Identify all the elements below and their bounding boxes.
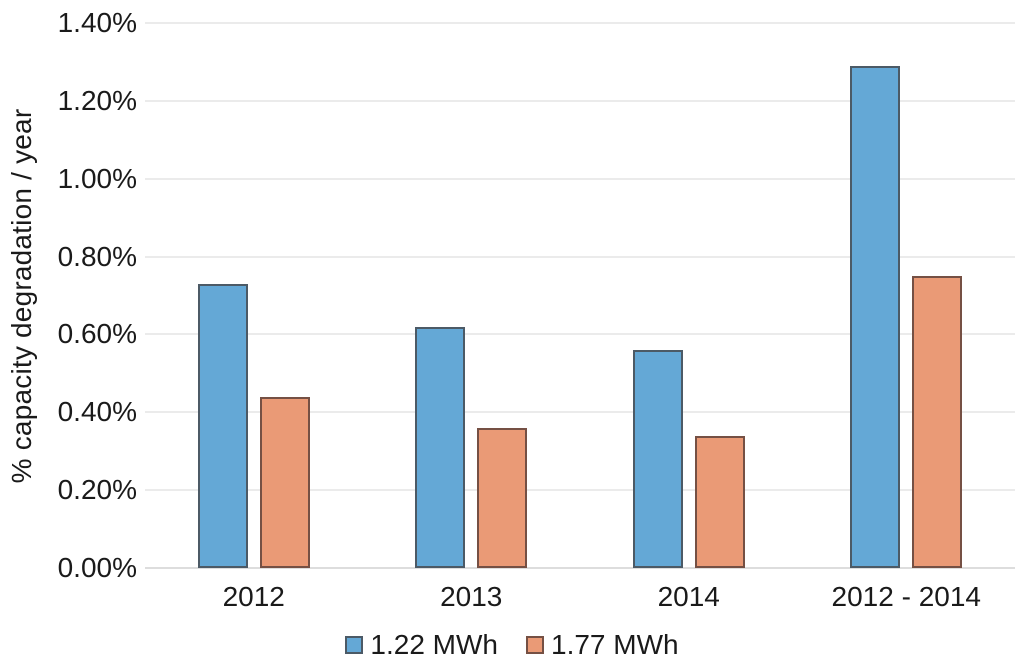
legend: 1.22 MWh 1.77 MWh xyxy=(0,631,1024,659)
legend-swatch-icon xyxy=(526,636,544,654)
gridline-0.20% xyxy=(145,489,1015,492)
y-tick-label: 0.80% xyxy=(57,240,137,272)
legend-item-1.22-MWh: 1.22 MWh xyxy=(345,631,498,659)
legend-label: 1.22 MWh xyxy=(370,629,498,660)
bar-1.22-MWh-2012-2014 xyxy=(850,65,901,568)
bar-1.77-MWh-2012-2014 xyxy=(912,276,963,568)
bar-1.77-MWh-2012 xyxy=(259,396,310,568)
legend-label: 1.77 MWh xyxy=(551,629,679,660)
gridline-1.20% xyxy=(145,99,1015,102)
x-tick-label-2012-2014: 2012 - 2014 xyxy=(831,581,981,612)
x-tick-label-2013: 2013 xyxy=(440,581,503,612)
gridline-0.60% xyxy=(145,333,1015,336)
y-tick-label: 1.00% xyxy=(57,162,137,194)
bar-1.22-MWh-2013 xyxy=(415,326,466,568)
bar-1.22-MWh-2014 xyxy=(632,350,683,568)
y-tick-label: 1.40% xyxy=(57,7,137,38)
y-tick-label: 0.20% xyxy=(57,474,137,506)
y-tick-label: 1.20% xyxy=(57,84,137,116)
gridline-0.80% xyxy=(145,255,1015,258)
gridline-0.00% xyxy=(145,567,1015,569)
legend-swatch-icon xyxy=(345,636,364,654)
bar-1.77-MWh-2014 xyxy=(694,435,745,568)
y-tick-label: 0.00% xyxy=(57,552,137,583)
x-tick-label-2014: 2014 xyxy=(657,581,720,612)
bar-1.22-MWh-2012 xyxy=(197,283,248,568)
y-tick-label: 0.60% xyxy=(57,318,137,350)
gridline-0.40% xyxy=(145,411,1015,414)
y-tick-label: 0.40% xyxy=(57,396,137,428)
bar-1.77-MWh-2013 xyxy=(477,427,528,568)
legend-item-1.77-MWh: 1.77 MWh xyxy=(526,631,679,659)
gridline-1.40% xyxy=(145,22,1015,24)
x-tick-label-2012: 2012 xyxy=(222,581,285,612)
gridline-1.00% xyxy=(145,177,1015,180)
